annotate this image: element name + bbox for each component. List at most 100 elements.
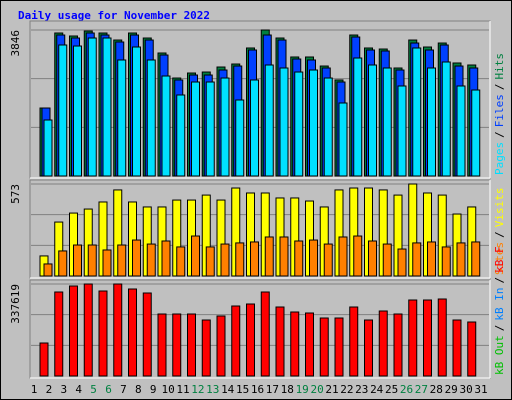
legend-entry: Hits	[493, 53, 506, 80]
bar	[231, 305, 241, 377]
bar	[113, 283, 123, 377]
bar	[205, 246, 215, 277]
bar	[382, 243, 392, 277]
bar	[294, 71, 304, 177]
bar	[157, 313, 167, 377]
bar	[187, 313, 196, 377]
bar	[264, 64, 274, 177]
bar	[43, 263, 53, 277]
bar	[397, 248, 407, 277]
x-tick-label: 11	[176, 383, 189, 396]
bar	[54, 291, 64, 377]
bar	[412, 47, 422, 177]
legend-entry: kB Out	[493, 335, 506, 375]
x-tick-label: 4	[75, 383, 82, 396]
bar	[408, 299, 418, 377]
x-tick-label: 17	[266, 383, 279, 396]
x-tick-label: 22	[340, 383, 353, 396]
bar	[132, 239, 141, 277]
x-tick-label: 20	[310, 383, 323, 396]
bar	[437, 298, 447, 377]
x-tick-label: 31	[474, 383, 487, 396]
x-tick-label: 27	[415, 383, 428, 396]
legend: Sites / Visits	[493, 188, 506, 276]
legend-separator: /	[493, 231, 506, 238]
legend-separator: /	[493, 325, 506, 332]
x-tick-label: 29	[445, 383, 458, 396]
bar	[368, 64, 377, 177]
bar	[235, 242, 245, 277]
bar	[290, 311, 300, 377]
legend-entry: Sites	[493, 242, 506, 275]
bar	[397, 85, 407, 177]
bar	[235, 99, 245, 177]
bar	[264, 236, 274, 277]
legend-separator: /	[493, 277, 506, 284]
legend-entry: Pages	[493, 142, 506, 175]
bar	[220, 77, 230, 177]
x-tick-label: 30	[459, 383, 472, 396]
bar	[250, 241, 259, 277]
bar	[279, 236, 289, 277]
bar	[441, 246, 451, 277]
x-tick-label: 12	[191, 383, 204, 396]
x-tick-label: 19	[296, 383, 309, 396]
bar	[456, 85, 466, 177]
bar	[87, 37, 97, 177]
bar	[205, 81, 215, 177]
x-tick-label: 7	[120, 383, 127, 396]
bar	[427, 241, 436, 277]
bar	[146, 59, 156, 177]
bar	[117, 244, 127, 277]
bar	[275, 306, 285, 377]
bar	[69, 285, 78, 377]
bar	[142, 292, 152, 377]
x-tick-label: 14	[221, 383, 235, 396]
bar	[441, 61, 451, 177]
bar	[73, 244, 82, 277]
bar	[117, 59, 127, 177]
bar	[456, 242, 466, 277]
bar	[378, 310, 388, 377]
bar	[176, 246, 186, 277]
x-tick-label: 23	[355, 383, 368, 396]
bar	[412, 242, 422, 277]
bar	[246, 303, 255, 377]
x-tick-label: 28	[430, 383, 443, 396]
bar	[39, 342, 49, 377]
x-tick-label: 9	[150, 383, 157, 396]
bar	[128, 288, 137, 377]
x-tick-label: 15	[236, 383, 249, 396]
bar	[349, 306, 359, 377]
legend-entry: kB In	[493, 288, 506, 321]
bar	[323, 243, 333, 277]
bar	[102, 249, 112, 277]
bar	[260, 291, 270, 377]
x-tick-label: 13	[206, 383, 219, 396]
x-tick-label: 8	[135, 383, 142, 396]
x-tick-label: 5	[90, 383, 97, 396]
bar	[87, 244, 97, 277]
bar	[146, 243, 156, 277]
legend-separator: /	[493, 84, 506, 91]
bar	[250, 79, 259, 177]
bar	[382, 67, 392, 177]
bar	[176, 94, 186, 177]
x-tick-label: 24	[370, 383, 384, 396]
bar	[220, 243, 230, 277]
x-tick-label: 25	[385, 383, 398, 396]
bar	[98, 290, 108, 377]
y-tick-label: 337619	[9, 284, 22, 324]
bar	[309, 239, 318, 277]
x-tick-label: 21	[325, 383, 338, 396]
x-tick-label: 1	[31, 383, 38, 396]
bar	[364, 319, 373, 377]
bar	[294, 240, 304, 277]
bar	[452, 319, 462, 377]
bar	[43, 119, 53, 177]
bar	[172, 313, 182, 377]
bar	[334, 317, 344, 377]
x-tick-label: 18	[281, 383, 294, 396]
bar	[467, 321, 477, 377]
